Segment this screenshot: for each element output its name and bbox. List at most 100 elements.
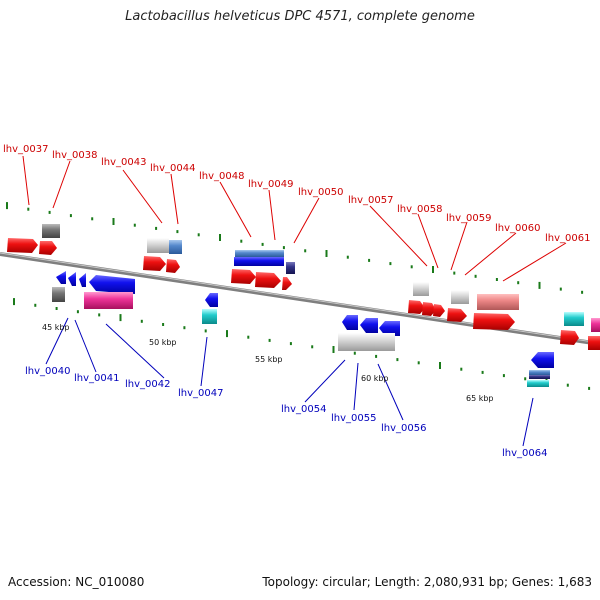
- minor-tick: [396, 358, 399, 362]
- minor-tick: [410, 265, 413, 269]
- gene-lhv_0042[interactable]: [84, 292, 133, 309]
- kbp-label: 65 kbp: [466, 394, 494, 403]
- gene-lhv_0043[interactable]: [147, 238, 169, 253]
- kbp-label: 60 kbp: [361, 374, 389, 383]
- minor-tick: [69, 214, 72, 218]
- gene-lhv_0046[interactable]: [166, 259, 180, 273]
- gene-label[interactable]: lhv_0049: [248, 179, 293, 190]
- gene-label[interactable]: lhv_0044: [150, 163, 195, 174]
- bottom-strand-genes: [52, 271, 554, 387]
- gene-lhv_0062[interactable]: [564, 312, 584, 326]
- minor-tick: [304, 249, 307, 253]
- gene-lhv_0037[interactable]: [7, 238, 38, 253]
- gene-lhv_0059-b[interactable]: [447, 308, 467, 322]
- minor-tick: [559, 287, 562, 291]
- gene-lhv_0064-c[interactable]: [527, 380, 549, 387]
- gene-lhv_0055[interactable]: [338, 333, 395, 351]
- gene-label[interactable]: lhv_0064: [502, 448, 547, 459]
- gene-lhv_0047[interactable]: [202, 309, 217, 324]
- minor-tick: [566, 383, 569, 387]
- gene-label[interactable]: lhv_0061: [545, 233, 590, 244]
- gene-lhv_0038-a[interactable]: [39, 241, 57, 255]
- genome-summary: Topology: circular; Length: 2,080,931 bp…: [262, 575, 592, 589]
- gene-lhv_0063[interactable]: [591, 318, 600, 332]
- gene-label[interactable]: lhv_0057: [348, 195, 393, 206]
- gene-label[interactable]: lhv_0041: [74, 373, 119, 384]
- gene-label[interactable]: lhv_0037: [3, 144, 48, 155]
- gene-label[interactable]: lhv_0042: [125, 379, 170, 390]
- major-tick: [6, 202, 8, 210]
- gene-label[interactable]: lhv_0047: [178, 388, 223, 399]
- gene-lhv_0057-a[interactable]: [408, 300, 425, 314]
- minor-tick: [502, 374, 505, 378]
- minor-tick: [176, 230, 179, 234]
- top-gene-labels: lhv_0037 lhv_0038 lhv_0043 lhv_0044 lhv_…: [3, 144, 590, 244]
- minor-tick: [460, 367, 463, 371]
- gene-label[interactable]: lhv_0056: [381, 423, 426, 434]
- major-tick: [219, 234, 221, 241]
- gene-lhv_0058-b[interactable]: [433, 304, 445, 317]
- gene-label[interactable]: lhv_0055: [331, 413, 376, 424]
- major-tick: [119, 314, 122, 322]
- minor-tick: [48, 210, 51, 214]
- minor-tick: [183, 326, 186, 330]
- minor-tick: [346, 255, 349, 259]
- gene-lhv_0064[interactable]: [529, 370, 550, 375]
- gene-lhv_0054-b[interactable]: [360, 318, 378, 333]
- gene-lhv_0045[interactable]: [143, 256, 166, 271]
- minor-tick: [98, 313, 101, 317]
- top-callouts: [22, 155, 567, 282]
- minor-tick: [34, 303, 37, 307]
- gene-lhv_0049-b[interactable]: [255, 272, 281, 288]
- gene-lhv_0038[interactable]: [42, 224, 60, 238]
- gene-lhv_0063-b[interactable]: [588, 336, 600, 350]
- gene-lhv_0049[interactable]: [231, 269, 256, 284]
- gene-lhv_0055-a[interactable]: [379, 321, 400, 336]
- gene-lhv_0040-c[interactable]: [79, 273, 86, 287]
- accession-text: Accession: NC_010080: [8, 575, 145, 589]
- gene-lhv_0048[interactable]: [235, 250, 284, 257]
- minor-tick: [474, 274, 477, 278]
- gene-label[interactable]: lhv_0058: [397, 204, 442, 215]
- gene-label[interactable]: lhv_0059: [446, 213, 491, 224]
- gene-lhv_0044[interactable]: [169, 240, 182, 254]
- minor-tick: [133, 223, 136, 227]
- minor-tick: [240, 239, 243, 243]
- minor-tick: [55, 307, 58, 310]
- kbp-label: 45 kbp: [42, 323, 70, 332]
- gene-label[interactable]: lhv_0060: [495, 223, 540, 234]
- gene-lhv_0064-a[interactable]: [531, 352, 554, 368]
- gene-lhv_0040[interactable]: [52, 287, 65, 302]
- minor-tick: [197, 233, 200, 237]
- gene-label[interactable]: lhv_0040: [25, 366, 70, 377]
- gene-label[interactable]: lhv_0038: [52, 150, 97, 161]
- gene-lhv_0057[interactable]: [413, 282, 429, 296]
- minor-tick: [268, 338, 271, 342]
- gene-lhv_0060[interactable]: [477, 294, 519, 310]
- top-strand-genes: [7, 224, 600, 350]
- gene-lhv_0050[interactable]: [286, 262, 295, 274]
- gene-lhv_0048-b[interactable]: [234, 257, 284, 266]
- minor-tick: [76, 310, 79, 314]
- minor-tick: [353, 351, 356, 355]
- gene-label[interactable]: lhv_0048: [199, 171, 244, 182]
- gene-lhv_0061[interactable]: [473, 313, 515, 330]
- major-tick: [112, 218, 115, 225]
- minor-tick: [27, 207, 30, 211]
- gene-lhv_0058[interactable]: [422, 302, 436, 316]
- gene-label[interactable]: lhv_0050: [298, 187, 343, 198]
- gene-lhv_0054-a[interactable]: [342, 315, 358, 330]
- gene-lhv_0050-b[interactable]: [282, 277, 292, 290]
- gene-lhv_0062-b[interactable]: [560, 330, 579, 345]
- minor-tick: [524, 377, 527, 381]
- gene-lhv_0040-a[interactable]: [56, 271, 66, 284]
- gene-lhv_0059[interactable]: [451, 290, 469, 304]
- minor-tick: [247, 335, 250, 339]
- gene-lhv_0064-b[interactable]: [529, 375, 550, 379]
- gene-label[interactable]: lhv_0043: [101, 157, 146, 168]
- gene-lhv_0047-a[interactable]: [205, 293, 218, 307]
- gene-lhv_0041[interactable]: [89, 275, 135, 294]
- gene-label[interactable]: lhv_0054: [281, 404, 326, 415]
- gene-lhv_0040-b[interactable]: [68, 272, 76, 286]
